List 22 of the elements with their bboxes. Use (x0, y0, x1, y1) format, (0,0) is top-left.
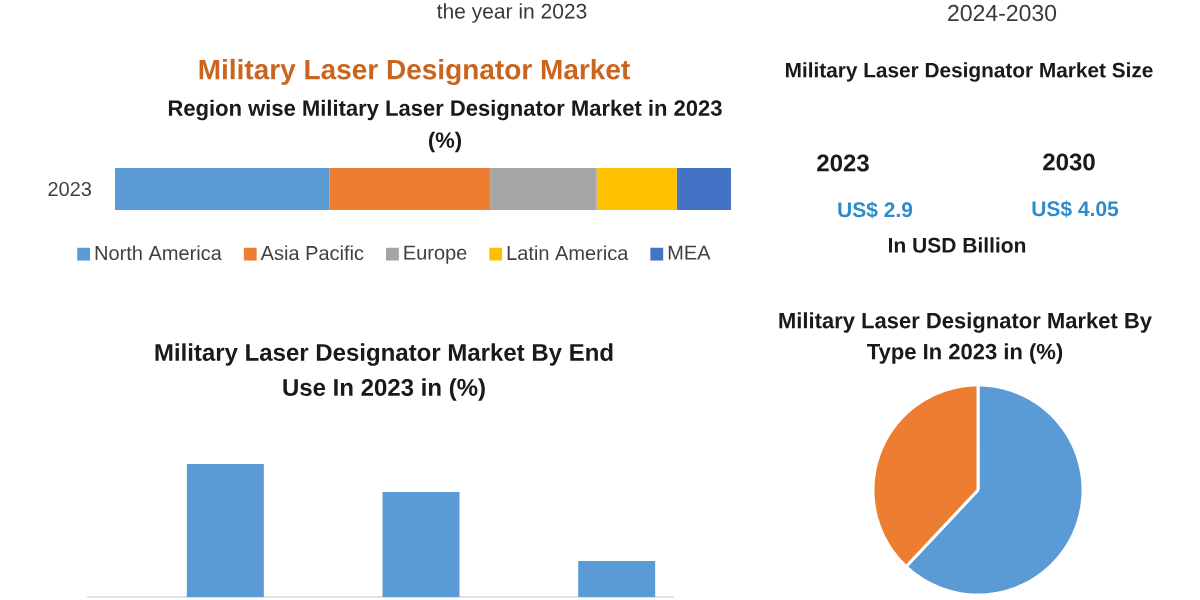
legend-label: Latin America (507, 245, 629, 261)
bar (490, 167, 597, 210)
chart-title: Military Laser Designator Market By Type In 2023 in (%) (779, 312, 1152, 364)
category-label: 2023 (817, 154, 869, 172)
bar (596, 167, 677, 210)
bar (676, 167, 731, 210)
text: In USD Billion (889, 237, 1026, 253)
text: Military Laser Designator Market Size (786, 62, 1153, 82)
chart-subtitle: Region wise Military Laser Designator Market in 2023 (%) (168, 99, 722, 153)
chart-title: Military Laser Designator Market (199, 58, 630, 86)
text: US$ 2.9 (838, 201, 913, 219)
legend-label: North America (95, 245, 222, 261)
chart-title: Military Laser Designator Market By End Use In 2023 in (%) (155, 343, 613, 401)
legend-label: Asia Pacific (260, 245, 364, 261)
text: 2024-2030 (948, 4, 1057, 22)
bar (115, 167, 330, 210)
legend-label: Europe (404, 245, 467, 264)
text: US$ 4.05 (1032, 200, 1119, 218)
text: the year in 2023 (437, 3, 587, 23)
legend-label: MEA (668, 245, 711, 260)
category-label: 2030 (1043, 153, 1095, 171)
bar (329, 167, 491, 210)
